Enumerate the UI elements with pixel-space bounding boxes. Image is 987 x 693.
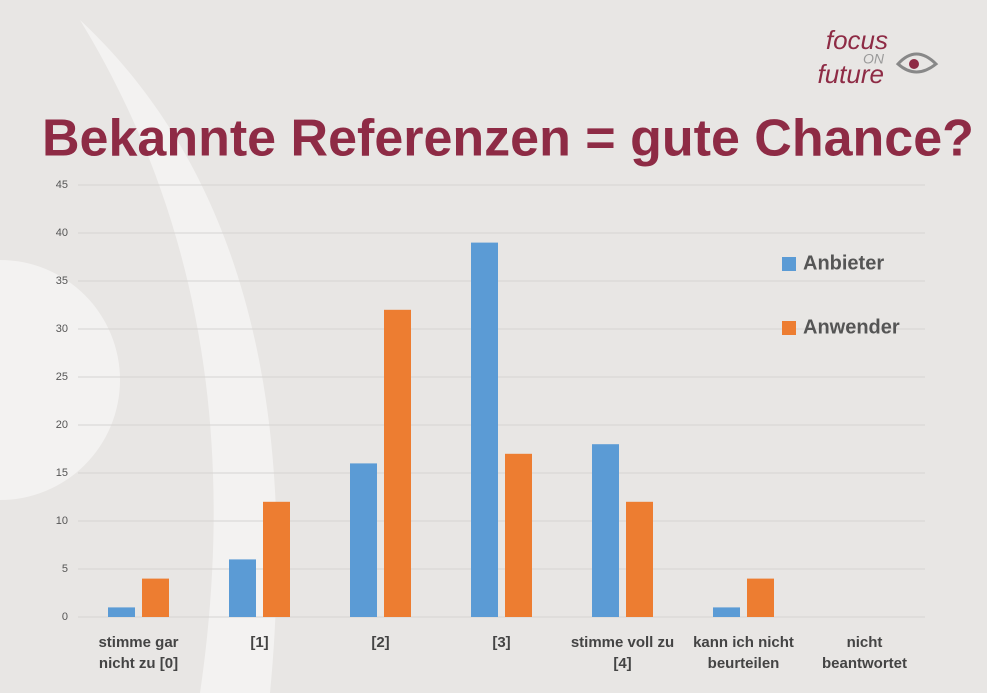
- bar: [505, 453, 532, 617]
- y-tick-label: 10: [56, 515, 68, 527]
- logo-eye: [895, 52, 939, 74]
- bar: [592, 444, 619, 617]
- logo-text: future: [818, 59, 885, 89]
- decor: [0, 260, 120, 500]
- y-tick-label: 45: [56, 179, 68, 191]
- y-tick-label: 0: [62, 611, 68, 623]
- y-tick-label: 35: [56, 275, 68, 287]
- logo-text: focus: [826, 25, 888, 55]
- x-tick-label: [2]: [371, 634, 390, 651]
- logo-text: ON: [863, 51, 885, 67]
- y-tick-label: 40: [56, 227, 68, 239]
- bar: [384, 309, 411, 617]
- bar: [747, 578, 774, 617]
- y-tick-label: 30: [56, 323, 68, 335]
- legend-label: Anwender: [803, 316, 900, 338]
- bar: [471, 242, 498, 617]
- y-tick-label: 5: [62, 563, 68, 575]
- x-tick-label: stimme gar nicht zu [0]: [98, 634, 179, 672]
- x-tick-label: kann ich nicht beurteilen: [693, 634, 794, 672]
- bar: [229, 559, 256, 617]
- x-tick-label: [1]: [250, 634, 269, 651]
- legend-swatch: [782, 321, 796, 335]
- x-tick-label: [3]: [492, 634, 511, 651]
- y-tick-label: 25: [56, 371, 68, 383]
- bar: [108, 607, 135, 617]
- y-tick-label: 20: [56, 419, 68, 431]
- decor: [80, 20, 277, 693]
- bar: [142, 578, 169, 617]
- legend-swatch: [782, 257, 796, 271]
- bar: [713, 607, 740, 617]
- chart-title: Bekannte Referenzen = gute Chance?: [42, 110, 974, 168]
- bar: [350, 463, 377, 617]
- bar: [263, 501, 290, 617]
- x-tick-label: nicht beantwortet: [821, 634, 907, 672]
- logo-eye: [909, 59, 919, 69]
- x-tick-label: stimme voll zu [4]: [570, 634, 675, 672]
- bar: [626, 501, 653, 617]
- legend-label: Anbieter: [803, 252, 884, 274]
- y-tick-label: 15: [56, 467, 68, 479]
